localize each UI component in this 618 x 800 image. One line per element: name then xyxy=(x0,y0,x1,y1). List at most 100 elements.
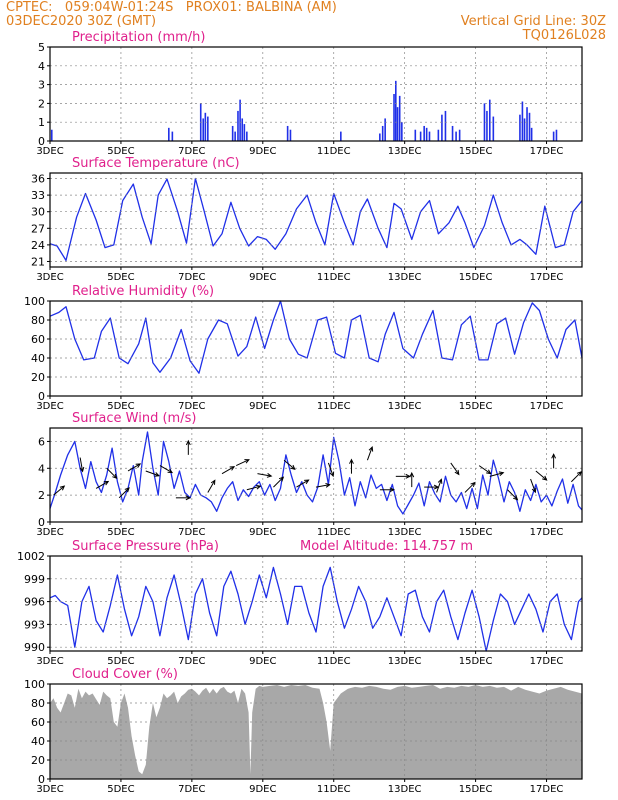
wind-arrow xyxy=(379,487,395,493)
precip-bar xyxy=(451,125,454,141)
wind-arrow-head xyxy=(185,439,191,446)
wind-arrow-head xyxy=(437,478,443,484)
wind-arrow xyxy=(273,476,285,488)
panel-temp: 21 24 27 30 33 36 3DEC 5DEC 7DEC 9DEC 11DEC 13DEC 15… xyxy=(31,156,583,283)
x-tick-label: 9DEC xyxy=(249,401,276,412)
wind-arrow xyxy=(349,458,354,474)
panel-frame xyxy=(49,427,583,523)
x-tick-label: 3DEC xyxy=(36,784,63,795)
wind-arrow xyxy=(535,470,548,481)
precip-bar xyxy=(168,127,170,141)
precip-bar xyxy=(243,124,246,141)
precip-bar xyxy=(381,125,384,141)
precip-bar xyxy=(237,110,239,141)
wind-arrow-shaft xyxy=(327,462,334,477)
wind-arrow-head xyxy=(542,475,548,481)
wind-arrow xyxy=(95,480,110,489)
precip-bar xyxy=(204,112,207,141)
x-tick-label: 9DEC xyxy=(249,656,276,667)
panel-title: Relative Humidity (%) xyxy=(72,284,214,299)
wind-arrow-shaft xyxy=(127,463,141,472)
precip-bar xyxy=(171,131,174,141)
wind-arrow-shaft xyxy=(159,465,173,474)
wind-arrow-head xyxy=(470,481,476,487)
precip-bar xyxy=(395,80,397,141)
x-tick-label: 7DEC xyxy=(178,527,205,538)
panel-title: Surface Wind (m/s) xyxy=(72,411,196,426)
x-tick-label: 15DEC xyxy=(459,146,493,157)
y-tick-label: 80 xyxy=(31,697,45,710)
wind-arrow xyxy=(175,495,192,501)
precip-bar xyxy=(396,107,399,141)
wind-arrow-head xyxy=(498,471,505,477)
x-tick-label: 5DEC xyxy=(107,656,134,667)
wind-arrow-head xyxy=(329,471,335,478)
header-date: 03DEC2020 30Z (GMT) xyxy=(6,14,157,29)
y-tick-label: 60 xyxy=(31,333,45,346)
wind-arrow xyxy=(257,473,273,478)
y-tick-label: 2 xyxy=(38,97,45,110)
precip-bar xyxy=(483,103,486,141)
x-tick-label: 7DEC xyxy=(178,272,205,283)
wind-arrow xyxy=(450,462,460,476)
wind-arrow xyxy=(118,487,130,499)
precip-bar xyxy=(428,131,431,141)
precip-bar xyxy=(419,131,422,141)
wind-arrow xyxy=(79,457,85,473)
precip-bar xyxy=(234,131,236,141)
x-tick-label: 13DEC xyxy=(388,272,422,283)
x-tick-label: 15DEC xyxy=(459,401,493,412)
x-tick-label: 7DEC xyxy=(178,784,205,795)
wind-arrow-head xyxy=(124,487,130,493)
x-tick-label: 15DEC xyxy=(459,656,493,667)
x-tick-label: 13DEC xyxy=(388,401,422,412)
wind-arrow-shaft xyxy=(296,479,309,488)
precip-bar xyxy=(414,129,417,141)
wind-arrow-head xyxy=(229,466,236,471)
x-tick-label: 11DEC xyxy=(317,656,351,667)
wind-arrow-head xyxy=(513,495,519,501)
wind-arrow-shaft xyxy=(273,476,284,488)
y-tick-label: 1 xyxy=(38,116,45,129)
wind-arrow xyxy=(395,473,411,479)
wind-arrow xyxy=(235,459,250,467)
wind-arrow xyxy=(571,471,583,483)
wind-arrow-shaft xyxy=(535,470,547,481)
precip-bar xyxy=(455,131,457,141)
wind-arrow-shaft xyxy=(450,462,460,475)
y-tick-label: 36 xyxy=(31,173,45,186)
y-tick-label: 990 xyxy=(24,641,45,654)
x-tick-label: 13DEC xyxy=(388,146,422,157)
x-tick-label: 11DEC xyxy=(317,146,351,157)
wind-arrow xyxy=(159,465,174,474)
wind-arrow-head xyxy=(154,472,160,477)
precip-bar xyxy=(555,129,558,141)
precip-bar xyxy=(50,129,53,141)
precip-bar xyxy=(231,125,234,141)
panel-cloud: 0 20 40 60 80 100 3DEC 5DEC 7DEC 9DEC 11DEC 13DEC 15… xyxy=(24,667,583,795)
y-tick-label: 0 xyxy=(38,773,45,786)
precip-bar xyxy=(246,131,248,141)
precip-bar xyxy=(528,112,531,141)
x-tick-label: 11DEC xyxy=(317,401,351,412)
precip-bar xyxy=(423,125,425,141)
wind-arrow xyxy=(530,478,537,494)
precip-bar xyxy=(340,131,342,141)
y-tick-label: 27 xyxy=(31,222,45,235)
x-tick-label: 17DEC xyxy=(530,146,564,157)
wind-arrow-head xyxy=(290,464,296,470)
y-tick-label: 1002 xyxy=(17,550,45,563)
x-tick-label: 9DEC xyxy=(249,527,276,538)
y-tick-label: 100 xyxy=(24,295,45,308)
wind-arrow xyxy=(551,453,557,469)
precip-bar xyxy=(289,129,292,141)
wind-arrow-head xyxy=(167,468,174,474)
precip-bar xyxy=(526,107,528,141)
wind-arrow xyxy=(53,485,66,496)
x-tick-label: 9DEC xyxy=(249,146,276,157)
precip-bar xyxy=(458,129,461,141)
x-tick-label: 7DEC xyxy=(178,401,205,412)
x-tick-label: 15DEC xyxy=(459,527,493,538)
x-tick-label: 17DEC xyxy=(530,401,564,412)
